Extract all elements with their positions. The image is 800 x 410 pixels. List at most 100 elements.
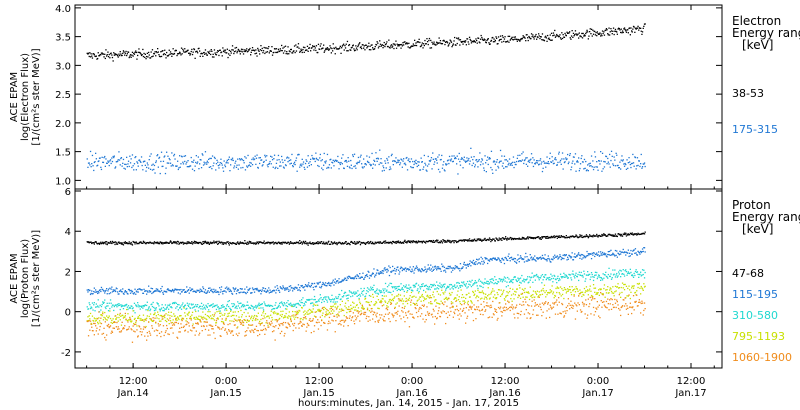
data-point [120, 157, 123, 159]
data-point [468, 280, 471, 282]
data-point [324, 243, 327, 245]
data-point [413, 295, 415, 297]
data-point [342, 154, 344, 156]
data-point [166, 289, 168, 291]
data-point [224, 313, 226, 315]
data-point [428, 302, 430, 304]
data-point [502, 279, 504, 281]
data-point [313, 282, 316, 285]
data-point [259, 241, 261, 244]
data-point [253, 291, 256, 293]
data-point [310, 286, 312, 288]
data-point [561, 257, 564, 260]
data-point [257, 305, 259, 307]
data-point [424, 298, 426, 300]
data-point [266, 155, 268, 157]
data-point [158, 305, 160, 307]
data-point [299, 166, 301, 168]
data-point [570, 169, 572, 171]
data-point [436, 43, 438, 45]
data-point [448, 162, 450, 165]
data-point [384, 240, 387, 242]
data-point [427, 155, 429, 158]
data-point [568, 32, 570, 34]
data-point [304, 242, 306, 245]
data-point [414, 160, 416, 163]
data-point [543, 258, 546, 260]
data-point [286, 53, 289, 55]
data-point [487, 280, 489, 283]
data-point [312, 45, 314, 47]
data-point [147, 309, 149, 312]
data-point [524, 279, 526, 281]
data-point [577, 273, 579, 276]
data-point [410, 46, 412, 48]
data-point [530, 257, 532, 259]
data-point [295, 306, 298, 308]
data-point [485, 282, 487, 284]
data-point [271, 156, 273, 158]
data-point [549, 279, 551, 281]
data-point [452, 288, 454, 290]
data-point [330, 301, 332, 303]
data-point [492, 257, 494, 260]
data-point [468, 240, 470, 242]
data-point [565, 236, 567, 239]
data-point [477, 239, 479, 241]
data-point [624, 162, 626, 165]
data-point [370, 275, 372, 277]
data-point [200, 52, 203, 54]
data-point [581, 274, 584, 277]
data-point [282, 52, 285, 54]
data-point [629, 161, 631, 163]
data-point [326, 48, 328, 51]
data-point [173, 242, 176, 244]
data-point [475, 38, 477, 40]
data-point [234, 162, 236, 164]
data-point [506, 239, 508, 241]
data-point [356, 304, 358, 306]
data-point [565, 235, 567, 237]
data-point [227, 56, 229, 59]
data-point [331, 161, 333, 163]
data-point [313, 49, 315, 51]
data-point [526, 256, 528, 258]
data-point [612, 30, 614, 32]
data-point [552, 277, 555, 280]
data-point [135, 156, 137, 158]
data-point [419, 296, 422, 298]
data-point [275, 302, 277, 304]
data-point [267, 47, 269, 50]
data-point [556, 282, 558, 284]
data-point [423, 44, 425, 47]
data-point [514, 163, 516, 166]
data-point [621, 235, 624, 237]
data-point [618, 167, 620, 169]
data-point [600, 279, 602, 281]
data-point [475, 159, 477, 161]
data-point [607, 233, 609, 236]
data-point [260, 293, 262, 295]
data-point [388, 291, 391, 293]
data-point [600, 277, 602, 279]
data-point [160, 307, 163, 309]
data-point [331, 282, 333, 285]
data-point [359, 293, 361, 296]
data-point [335, 46, 337, 48]
data-point [255, 307, 258, 309]
data-point [330, 310, 332, 312]
data-point [357, 275, 360, 277]
data-point [554, 236, 556, 239]
data-point [466, 264, 468, 266]
data-point [572, 160, 574, 162]
data-point [286, 157, 288, 159]
data-point [601, 170, 603, 172]
data-point [310, 302, 312, 305]
data-point [108, 293, 110, 295]
data-point [106, 243, 108, 246]
data-point [510, 281, 513, 283]
data-point [180, 288, 182, 291]
data-point [186, 290, 188, 292]
data-point [434, 241, 436, 243]
data-point [448, 267, 450, 270]
